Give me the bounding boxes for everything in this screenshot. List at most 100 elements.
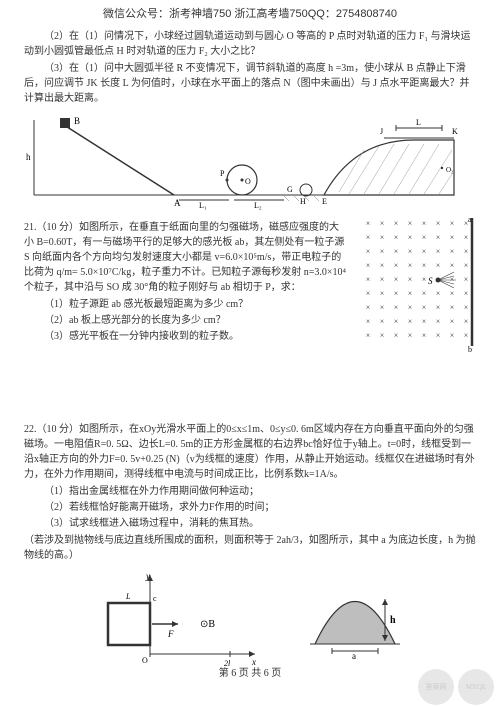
svg-text:J: J	[380, 127, 383, 136]
q21-svg: × × × × × × × × × × × × × × × × × × × × × × × × × × × × × × × × × × × ×…	[356, 214, 476, 354]
svg-text:×: ×	[464, 233, 469, 242]
svg-text:×: ×	[408, 303, 413, 312]
watermark-icon: MXQE	[458, 669, 494, 705]
q22-title: 22.（10 分）如图所示，在xOy光滑水平面上的0≤x≤1m、0≤y≤0. 6…	[24, 422, 476, 482]
svg-text:×: ×	[464, 247, 469, 256]
svg-text:×: ×	[450, 247, 455, 256]
svg-text:b: b	[468, 345, 472, 354]
svg-text:×: ×	[436, 233, 441, 242]
svg-text:×: ×	[394, 219, 399, 228]
svg-text:×: ×	[366, 233, 371, 242]
svg-text:×: ×	[380, 261, 385, 270]
svg-text:×: ×	[394, 233, 399, 242]
svg-text:×: ×	[408, 261, 413, 270]
svg-text:×: ×	[394, 247, 399, 256]
svg-text:×: ×	[422, 303, 427, 312]
svg-text:x: x	[251, 657, 256, 667]
svg-text:×: ×	[408, 275, 413, 284]
svg-text:×: ×	[408, 289, 413, 298]
svg-text:×: ×	[422, 247, 427, 256]
svg-text:×: ×	[450, 219, 455, 228]
svg-text:×: ×	[422, 219, 427, 228]
svg-text:×: ×	[436, 219, 441, 228]
svg-text:×: ×	[450, 331, 455, 340]
svg-text:L: L	[416, 118, 421, 127]
svg-text:×: ×	[380, 275, 385, 284]
svg-text:×: ×	[450, 317, 455, 326]
svg-text:O₂: O₂	[446, 166, 454, 174]
svg-text:×: ×	[422, 317, 427, 326]
q22-block: 22.（10 分）如图所示，在xOy光滑水平面上的0≤x≤1m、0≤y≤0. 6…	[24, 422, 476, 669]
svg-text:×: ×	[394, 275, 399, 284]
svg-text:h: h	[26, 152, 31, 162]
svg-text:×: ×	[380, 317, 385, 326]
svg-text:×: ×	[366, 303, 371, 312]
watermark-group: 答案网 MXQE	[418, 669, 494, 705]
q22-s1: （1）指出金属线框在外力作用期间做何种运动；	[24, 484, 476, 499]
q22-svg-left: y x O c L F ⊙B 2l	[90, 569, 260, 669]
q21-s3: （3）感光平板在一分钟内接收到的粒子数。	[24, 329, 348, 344]
svg-text:×: ×	[422, 331, 427, 340]
svg-text:×: ×	[464, 317, 469, 326]
svg-text:K: K	[452, 127, 458, 136]
svg-text:F: F	[167, 629, 174, 639]
svg-text:×: ×	[380, 219, 385, 228]
q21-s1: （1）粒子源距 ab 感光板最短距离为多少 cm？	[24, 297, 348, 312]
svg-text:×: ×	[380, 303, 385, 312]
svg-text:×: ×	[422, 233, 427, 242]
q21-title: 21.（10 分）如图所示，在垂直于纸面向里的匀强磁场，磁感应强度的大小 B=0…	[24, 220, 348, 295]
svg-text:⊙B: ⊙B	[200, 619, 215, 630]
svg-text:G: G	[287, 185, 293, 194]
svg-text:×: ×	[408, 331, 413, 340]
svg-text:×: ×	[436, 261, 441, 270]
svg-text:L: L	[125, 592, 131, 601]
svg-text:O: O	[245, 177, 251, 186]
svg-text:×: ×	[464, 289, 469, 298]
svg-text:×: ×	[408, 219, 413, 228]
svg-text:×: ×	[366, 275, 371, 284]
svg-text:×: ×	[450, 303, 455, 312]
svg-text:×: ×	[436, 289, 441, 298]
svg-text:×: ×	[366, 261, 371, 270]
svg-text:×: ×	[464, 261, 469, 270]
svg-text:×: ×	[436, 303, 441, 312]
q21-s2: （2）ab 板上感光部分的长度为多少 cm？	[24, 313, 348, 328]
svg-text:a: a	[352, 651, 356, 659]
q22-svg-right: a h	[300, 569, 410, 659]
svg-text:y: y	[145, 571, 150, 581]
page-header: 微信公众号：浙考神墙750 浙江高考墙750QQ：2754808740	[0, 0, 500, 27]
svg-text:H: H	[300, 197, 306, 206]
svg-text:×: ×	[366, 331, 371, 340]
q21-block: 21.（10 分）如图所示，在垂直于纸面向里的匀强磁场，磁感应强度的大小 B=0…	[24, 214, 476, 354]
svg-text:h: h	[390, 615, 396, 626]
svg-text:×: ×	[394, 261, 399, 270]
q22-s2: （2）若线框恰好能离开磁场，求外力F作用的时间；	[24, 500, 476, 515]
svg-text:×: ×	[394, 331, 399, 340]
svg-text:×: ×	[366, 289, 371, 298]
svg-text:c: c	[153, 594, 157, 603]
svg-text:×: ×	[436, 317, 441, 326]
svg-text:×: ×	[422, 289, 427, 298]
svg-text:E: E	[322, 197, 327, 206]
svg-text:×: ×	[436, 331, 441, 340]
svg-text:×: ×	[380, 233, 385, 242]
svg-text:×: ×	[450, 289, 455, 298]
svg-text:P: P	[220, 169, 225, 178]
svg-text:×: ×	[464, 275, 469, 284]
svg-text:L₁: L₁	[199, 201, 207, 210]
svg-text:×: ×	[366, 219, 371, 228]
svg-text:×: ×	[408, 233, 413, 242]
svg-text:B: B	[74, 116, 80, 126]
svg-text:×: ×	[408, 317, 413, 326]
svg-text:×: ×	[450, 233, 455, 242]
watermark-icon: 答案网	[418, 669, 454, 705]
svg-text:×: ×	[380, 247, 385, 256]
svg-text:O: O	[142, 656, 148, 665]
page-content: （2）在（1）问情况下，小球经过圆轨道运动到与圆心 O 等高的 P 点时对轨道的…	[0, 29, 500, 669]
cross-field-icon: × × × × × × × × × × × × × × × × × × × × × × × × × × × × × × × × × × × ×…	[366, 219, 469, 340]
svg-text:×: ×	[450, 261, 455, 270]
svg-text:×: ×	[394, 303, 399, 312]
svg-text:×: ×	[394, 289, 399, 298]
svg-text:×: ×	[408, 247, 413, 256]
svg-text:×: ×	[380, 331, 385, 340]
